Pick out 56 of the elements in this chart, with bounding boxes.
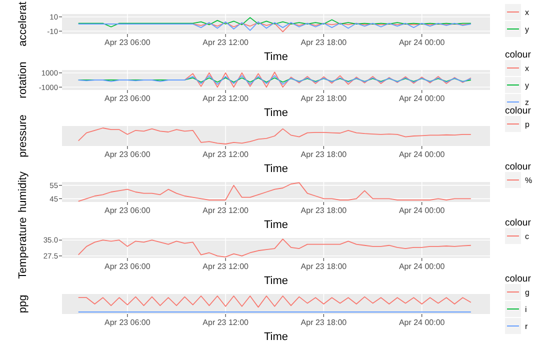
x-tick-label: Apr 23 12:00 bbox=[202, 38, 250, 47]
y-axis-title: humidity bbox=[16, 171, 29, 212]
x-tick-label: Apr 23 18:00 bbox=[300, 206, 348, 215]
x-tick-label: Apr 23 06:00 bbox=[104, 38, 151, 47]
x-tick-label: Apr 23 12:00 bbox=[202, 206, 250, 215]
x-axis-title: Time bbox=[264, 107, 288, 119]
legend-label: % bbox=[525, 176, 532, 185]
x-axis-title: Time bbox=[264, 275, 288, 287]
y-axis-title: Temperature bbox=[16, 217, 29, 279]
line-series bbox=[78, 182, 472, 202]
y-axis-title: rotation bbox=[16, 62, 29, 98]
y-axis-title: ppg bbox=[16, 294, 29, 314]
legend-label: i bbox=[525, 304, 527, 314]
x-tick-label: Apr 23 12:00 bbox=[202, 94, 250, 103]
x-tick-label: Apr 23 06:00 bbox=[104, 206, 151, 215]
line-series bbox=[78, 17, 472, 28]
x-tick-label: Apr 24 00:00 bbox=[398, 206, 446, 215]
y-axis-title: pressure bbox=[16, 114, 29, 158]
x-tick-label: Apr 23 06:00 bbox=[104, 262, 151, 271]
legend-title: colour bbox=[505, 106, 531, 117]
legend-label: p bbox=[525, 120, 530, 129]
x-tick-label: Apr 24 00:00 bbox=[398, 150, 446, 159]
legend-label: r bbox=[525, 322, 528, 331]
legend-label: x bbox=[525, 8, 529, 17]
legend-label: z bbox=[525, 98, 529, 107]
legend-title: colour bbox=[505, 50, 531, 61]
x-tick-label: Apr 23 06:00 bbox=[104, 150, 151, 159]
line-series bbox=[78, 238, 472, 258]
x-tick-label: Apr 23 18:00 bbox=[300, 150, 348, 159]
line-series bbox=[78, 21, 472, 31]
x-tick-label: Apr 24 00:00 bbox=[398, 262, 446, 271]
x-tick-label: Apr 23 06:00 bbox=[104, 318, 151, 327]
x-axis-title: Time bbox=[264, 219, 288, 231]
legend-label: c bbox=[525, 232, 529, 241]
x-tick-label: Apr 23 18:00 bbox=[300, 38, 348, 47]
x-tick-label: Apr 23 12:00 bbox=[202, 150, 250, 159]
x-tick-label: Apr 24 00:00 bbox=[398, 38, 446, 47]
legend-label: y bbox=[525, 24, 529, 34]
x-tick-label: Apr 23 18:00 bbox=[300, 318, 348, 327]
x-axis-title: Time bbox=[264, 163, 288, 175]
x-axis-title: Time bbox=[264, 331, 288, 343]
legend-label: x bbox=[525, 64, 529, 73]
x-tick-label: Apr 23 06:00 bbox=[104, 94, 151, 103]
legend-label: y bbox=[525, 80, 529, 90]
legend-title: colour bbox=[505, 162, 531, 173]
x-tick-label: Apr 23 12:00 bbox=[202, 318, 250, 327]
x-tick-label: Apr 24 00:00 bbox=[398, 94, 446, 103]
x-tick-label: Apr 23 18:00 bbox=[300, 94, 348, 103]
legend-title: colour bbox=[505, 218, 531, 229]
legend-title: colour bbox=[505, 274, 531, 285]
x-tick-label: Apr 23 18:00 bbox=[300, 262, 348, 271]
x-axis-title: Time bbox=[264, 51, 288, 63]
x-tick-label: Apr 23 12:00 bbox=[202, 262, 250, 271]
x-tick-label: Apr 24 00:00 bbox=[398, 318, 446, 327]
y-axis-title: accelerat bbox=[16, 2, 29, 46]
legend-label: g bbox=[525, 288, 530, 297]
